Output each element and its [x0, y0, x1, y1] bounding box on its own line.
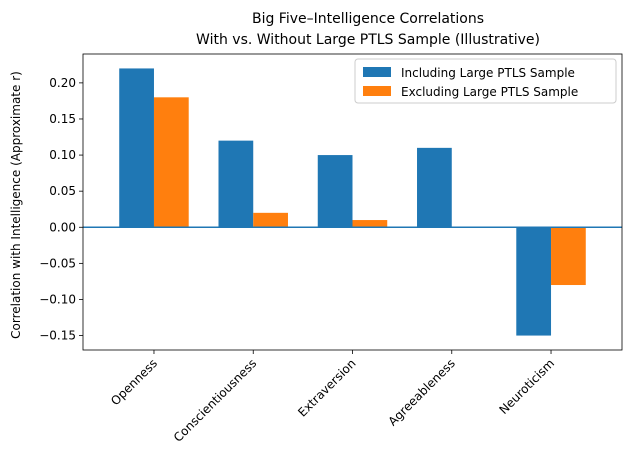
legend-swatch-including: [363, 67, 391, 77]
y-tick-label: 0.10: [49, 148, 76, 162]
y-tick-label: −0.10: [39, 292, 76, 306]
bar-including-conscientiousness: [218, 140, 254, 228]
legend-label-including: Including Large PTLS Sample: [401, 66, 575, 80]
x-tick-label-neuroticism: Neuroticism: [496, 356, 557, 417]
x-tick-label-extraversion: Extraversion: [295, 356, 358, 419]
x-tick-label-conscientiousness: Conscientiousness: [171, 356, 260, 445]
legend-swatch-excluding: [363, 86, 391, 96]
bar-including-neuroticism: [516, 227, 552, 336]
legend-box: [354, 58, 617, 104]
y-tick-label: 0.15: [49, 112, 76, 126]
y-tick-label: 0.05: [49, 184, 76, 198]
chart-title-line-2: With vs. Without Large PTLS Sample (Illu…: [196, 32, 540, 48]
y-axis-label: Correlation with Intelligence (Approxima…: [9, 71, 23, 339]
bar-excluding-extraversion: [352, 220, 388, 228]
bar-including-agreeableness: [417, 147, 452, 228]
bar-including-extraversion: [317, 155, 353, 228]
bar-excluding-neuroticism: [551, 227, 586, 286]
y-tick-label: −0.15: [39, 329, 76, 343]
legend-label-excluding: Excluding Large PTLS Sample: [401, 85, 578, 99]
bar-excluding-conscientiousness: [253, 212, 288, 228]
y-tick-label: 0.20: [49, 76, 76, 90]
chart-title-line-1: Big Five–Intelligence Correlations: [252, 11, 484, 27]
y-tick-label: −0.05: [39, 256, 76, 270]
y-tick-label: 0.00: [49, 220, 76, 234]
x-tick-label-openness: Openness: [108, 356, 160, 408]
x-tick-label-agreeableness: Agreeableness: [385, 356, 457, 428]
bar-including-openness: [119, 68, 154, 228]
bar-excluding-openness: [153, 97, 189, 228]
